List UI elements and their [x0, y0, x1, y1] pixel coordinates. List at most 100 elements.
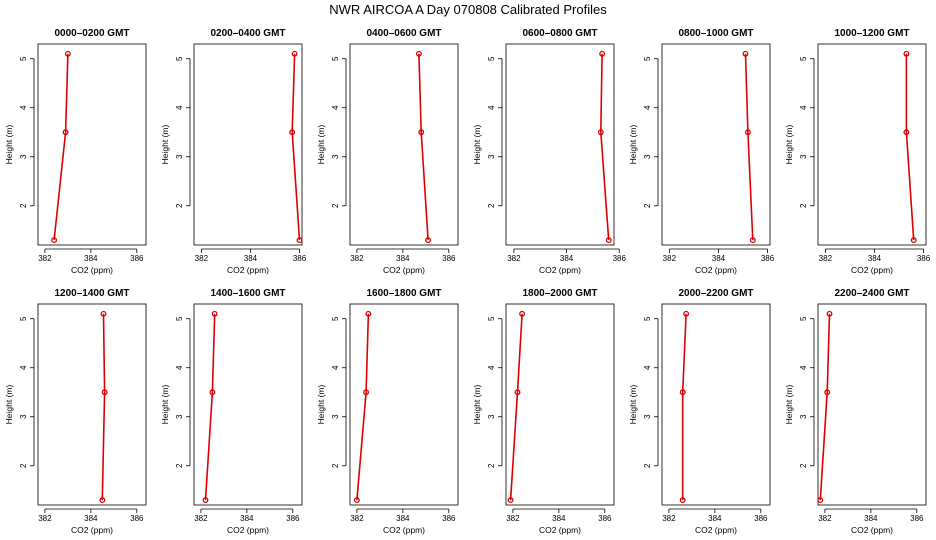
figure-title: NWR AIRCOA A Day 070808 Calibrated Profi… [329, 2, 607, 17]
x-tick-label: 382 [818, 514, 832, 523]
profile-point [826, 310, 833, 317]
y-tick-label: 2 [175, 203, 184, 208]
x-axis-label: CO2 (ppm) [383, 265, 425, 275]
y-tick-label: 2 [643, 463, 652, 468]
panel-title: 1400–1600 GMT [210, 288, 285, 299]
x-axis-label: CO2 (ppm) [227, 525, 269, 535]
y-tick-label: 3 [331, 414, 340, 419]
y-tick-label: 5 [19, 316, 28, 321]
x-tick-label: 382 [662, 514, 676, 523]
profile-point [64, 50, 71, 57]
x-tick-label: 384 [240, 514, 254, 523]
profile-point [597, 129, 604, 136]
x-tick-label: 386 [761, 254, 775, 263]
x-tick-label: 384 [708, 514, 722, 523]
x-tick-label: 384 [396, 254, 410, 263]
profile-point [817, 497, 824, 504]
profile-point [605, 237, 612, 244]
y-tick-label: 3 [643, 154, 652, 159]
y-tick-label: 5 [331, 56, 340, 61]
y-tick-label: 2 [799, 203, 808, 208]
y-tick-label: 3 [799, 154, 808, 159]
plot-frame [37, 303, 147, 506]
y-tick-label: 5 [487, 316, 496, 321]
y-tick-label: 4 [487, 365, 496, 370]
x-tick-label: 386 [286, 514, 300, 523]
panel-title: 0200–0400 GMT [210, 28, 285, 39]
y-tick-label: 2 [487, 463, 496, 468]
y-tick-label: 4 [799, 105, 808, 110]
y-tick-label: 3 [487, 154, 496, 159]
y-axis-label: Height (m) [316, 385, 326, 425]
x-tick-label: 384 [84, 514, 98, 523]
profile-panel-6: 1000–1200 GMT 382 384 386 CO2 (ppm) 2 3 4 5 Heigh… [784, 28, 931, 275]
profile-point [679, 389, 686, 396]
x-tick-label: 384 [552, 514, 566, 523]
x-tick-label: 386 [293, 254, 307, 263]
y-tick-label: 3 [487, 414, 496, 419]
y-tick-label: 3 [175, 154, 184, 159]
y-axis-label: Height (m) [784, 385, 794, 425]
profile-point [903, 129, 910, 136]
panel-title: 1600–1800 GMT [366, 288, 441, 299]
profile-point [415, 50, 422, 57]
y-tick-label: 3 [175, 414, 184, 419]
profile-panel-2: 0200–0400 GMT 382 384 386 CO2 (ppm) 2 3 4 5 Heigh… [160, 28, 307, 275]
x-axis-label: CO2 (ppm) [71, 265, 113, 275]
profile-line [356, 313, 370, 501]
x-tick-label: 386 [130, 514, 144, 523]
x-axis-label: CO2 (ppm) [851, 265, 893, 275]
x-tick-label: 382 [506, 514, 520, 523]
y-tick-label: 4 [19, 105, 28, 110]
y-axis-label: Height (m) [4, 125, 14, 165]
y-tick-label: 4 [331, 105, 340, 110]
profile-panels: 0000–0200 GMT 382 384 386 CO2 (ppm) 2 3 4 5 Heigh… [4, 28, 931, 535]
profile-point [363, 389, 370, 396]
y-tick-label: 5 [643, 316, 652, 321]
y-tick-label: 5 [799, 316, 808, 321]
profile-point [209, 389, 216, 396]
profile-point [744, 129, 751, 136]
profile-point [291, 50, 298, 57]
plot-frame [193, 303, 303, 506]
profile-point [683, 310, 690, 317]
profile-point [101, 389, 108, 396]
x-tick-label: 384 [244, 254, 258, 263]
x-tick-label: 386 [754, 514, 768, 523]
y-tick-label: 2 [175, 463, 184, 468]
panel-title: 2200–2400 GMT [834, 288, 909, 299]
y-tick-label: 4 [487, 105, 496, 110]
y-axis-label: Height (m) [4, 385, 14, 425]
profile-point [353, 497, 360, 504]
profile-line [418, 53, 429, 241]
y-tick-label: 5 [487, 56, 496, 61]
profile-panel-1: 0000–0200 GMT 382 384 386 CO2 (ppm) 2 3 4 5 Heigh… [4, 28, 147, 275]
y-tick-label: 2 [487, 203, 496, 208]
x-tick-label: 382 [663, 254, 677, 263]
profile-line [744, 53, 754, 241]
profile-point [749, 237, 756, 244]
profile-panel-10: 1800–2000 GMT 382 384 386 CO2 (ppm) 2 3 4 5 Heigh… [472, 288, 615, 535]
panel-title: 1800–2000 GMT [522, 288, 597, 299]
y-tick-label: 5 [175, 316, 184, 321]
x-tick-label: 386 [130, 254, 144, 263]
profile-point [519, 310, 526, 317]
profile-point [62, 129, 69, 136]
panel-title: 0400–0600 GMT [366, 28, 441, 39]
plot-frame [661, 303, 771, 506]
profile-point [903, 50, 910, 57]
profile-point [742, 50, 749, 57]
profile-point [99, 497, 106, 504]
profile-line [204, 313, 216, 501]
panel-title: 0800–1000 GMT [678, 28, 753, 39]
profile-point [824, 389, 831, 396]
panel-title: 0000–0200 GMT [54, 28, 129, 39]
profile-point [679, 497, 686, 504]
x-tick-label: 382 [38, 514, 52, 523]
x-tick-label: 382 [350, 514, 364, 523]
panel-title: 0600–0800 GMT [522, 28, 597, 39]
y-tick-label: 3 [19, 414, 28, 419]
x-tick-label: 386 [917, 254, 931, 263]
plot-frame [505, 43, 615, 246]
